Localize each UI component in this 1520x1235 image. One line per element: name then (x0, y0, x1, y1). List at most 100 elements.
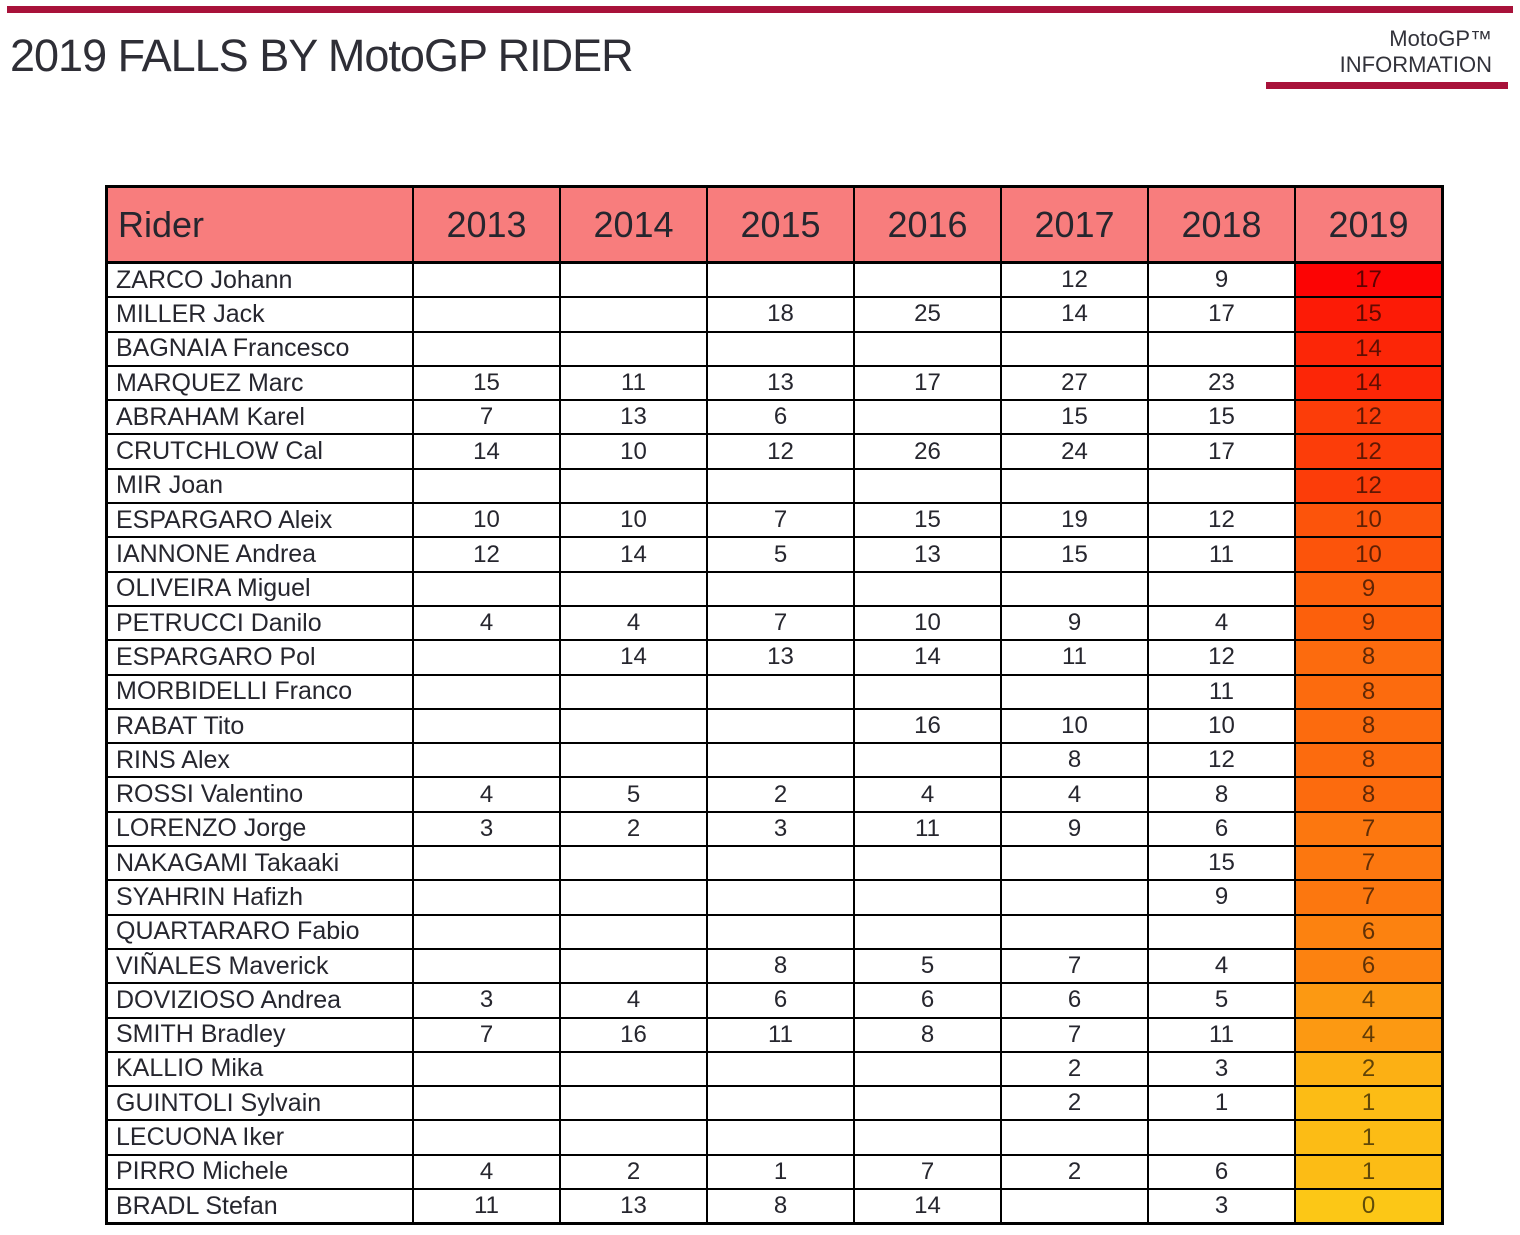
page-title: 2019 FALLS BY MotoGP RIDER (10, 30, 634, 81)
year-value-cell: 15 (1147, 845, 1296, 882)
year-value-cell: 2 (706, 776, 855, 813)
year-value-cell: 5 (706, 536, 855, 573)
year-value-cell (1147, 330, 1296, 367)
falls-2019-cell: 9 (1294, 604, 1444, 642)
year-value-cell: 7 (1000, 1016, 1149, 1053)
year-value-cell (412, 707, 561, 745)
falls-2019-cell: 2 (1294, 1050, 1444, 1088)
rider-name-cell: QUARTARARO Fabio (105, 913, 414, 950)
rider-name-cell: RABAT Tito (105, 707, 414, 745)
year-value-cell (412, 845, 561, 882)
year-value-cell (559, 879, 708, 916)
rider-name-cell: DOVIZIOSO Andrea (105, 982, 414, 1019)
year-value-cell: 14 (559, 639, 708, 676)
falls-2019-cell: 1 (1294, 1119, 1444, 1156)
falls-2019-cell: 0 (1294, 1188, 1444, 1225)
year-value-cell: 2 (1000, 1153, 1149, 1191)
rider-name-cell: BAGNAIA Francesco (105, 330, 414, 367)
rider-name-cell: CRUTCHLOW Cal (105, 433, 414, 470)
year-value-cell: 6 (1147, 1153, 1296, 1191)
year-value-cell (1000, 673, 1149, 710)
year-value-cell (412, 467, 561, 505)
year-value-cell: 9 (1147, 261, 1296, 299)
year-value-cell: 26 (853, 433, 1002, 470)
year-value-cell: 4 (1000, 776, 1149, 813)
year-value-cell: 12 (412, 536, 561, 573)
brand-line-motogp: MotoGP™ (1389, 26, 1492, 51)
table-row: RABAT Tito 16 10 10 8 (105, 707, 1444, 745)
year-value-cell: 3 (1147, 1188, 1296, 1225)
table-row: PIRRO Michele 4 2 1 7 2 6 1 (105, 1153, 1444, 1191)
rider-name-cell: VIÑALES Maverick (105, 947, 414, 985)
year-value-cell (853, 673, 1002, 710)
year-value-cell (559, 296, 708, 333)
year-value-cell: 6 (1147, 810, 1296, 848)
table-row: ESPARGARO Aleix 10 10 7 15 19 12 10 (105, 502, 1444, 539)
year-value-cell (559, 707, 708, 745)
year-value-cell (559, 947, 708, 985)
year-value-cell (853, 742, 1002, 779)
year-value-cell: 1 (1147, 1085, 1296, 1122)
year-value-cell (853, 845, 1002, 882)
table-row: BRADL Stefan 11 13 8 14 3 0 (105, 1188, 1444, 1225)
falls-2019-cell: 12 (1294, 433, 1444, 470)
year-value-cell (706, 742, 855, 779)
year-value-cell: 14 (412, 433, 561, 470)
column-header-2017: 2017 (1000, 185, 1149, 264)
year-value-cell (853, 1050, 1002, 1088)
year-value-cell (853, 1119, 1002, 1156)
year-value-cell: 2 (1000, 1050, 1149, 1088)
falls-2019-cell: 15 (1294, 296, 1444, 333)
year-value-cell (412, 570, 561, 607)
year-value-cell: 8 (1000, 742, 1149, 779)
year-value-cell: 15 (1000, 399, 1149, 436)
year-value-cell (706, 1085, 855, 1122)
year-value-cell: 13 (559, 399, 708, 436)
year-value-cell: 15 (853, 502, 1002, 539)
rider-name-cell: OLIVEIRA Miguel (105, 570, 414, 607)
table-row: ROSSI Valentino 4 5 2 4 4 8 8 (105, 776, 1444, 813)
year-value-cell (412, 296, 561, 333)
year-value-cell (412, 261, 561, 299)
year-value-cell: 18 (706, 296, 855, 333)
year-value-cell: 9 (1147, 879, 1296, 916)
year-value-cell (412, 639, 561, 676)
year-value-cell: 2 (1000, 1085, 1149, 1122)
year-value-cell: 15 (412, 364, 561, 402)
year-value-cell: 4 (1147, 604, 1296, 642)
falls-2019-cell: 4 (1294, 1016, 1444, 1053)
year-value-cell: 13 (706, 639, 855, 676)
year-value-cell: 13 (559, 1188, 708, 1225)
rider-name-cell: MORBIDELLI Franco (105, 673, 414, 710)
rider-name-cell: SMITH Bradley (105, 1016, 414, 1053)
year-value-cell: 12 (1147, 639, 1296, 676)
year-value-cell (706, 913, 855, 950)
table-row: VIÑALES Maverick 8 5 7 4 6 (105, 947, 1444, 985)
falls-2019-cell: 12 (1294, 467, 1444, 505)
year-value-cell (412, 330, 561, 367)
year-value-cell (412, 947, 561, 985)
brand-accent-rule (1266, 82, 1508, 89)
year-value-cell (559, 261, 708, 299)
year-value-cell: 4 (559, 604, 708, 642)
falls-2019-cell: 12 (1294, 399, 1444, 436)
year-value-cell (706, 879, 855, 916)
year-value-cell (706, 845, 855, 882)
year-value-cell: 7 (412, 399, 561, 436)
year-value-cell: 6 (706, 982, 855, 1019)
year-value-cell (1000, 330, 1149, 367)
year-value-cell: 10 (1147, 707, 1296, 745)
year-value-cell (412, 673, 561, 710)
falls-2019-cell: 7 (1294, 810, 1444, 848)
year-value-cell: 24 (1000, 433, 1149, 470)
falls-table: Rider 2013 2014 2015 2016 2017 2018 2019… (105, 185, 1444, 1226)
year-value-cell: 11 (706, 1016, 855, 1053)
falls-2019-cell: 8 (1294, 707, 1444, 745)
year-value-cell: 7 (1000, 947, 1149, 985)
table-row: RINS Alex 8 12 8 (105, 742, 1444, 779)
year-value-cell (412, 1119, 561, 1156)
year-value-cell: 8 (1147, 776, 1296, 813)
year-value-cell: 12 (1000, 261, 1149, 299)
year-value-cell (853, 879, 1002, 916)
year-value-cell: 5 (853, 947, 1002, 985)
